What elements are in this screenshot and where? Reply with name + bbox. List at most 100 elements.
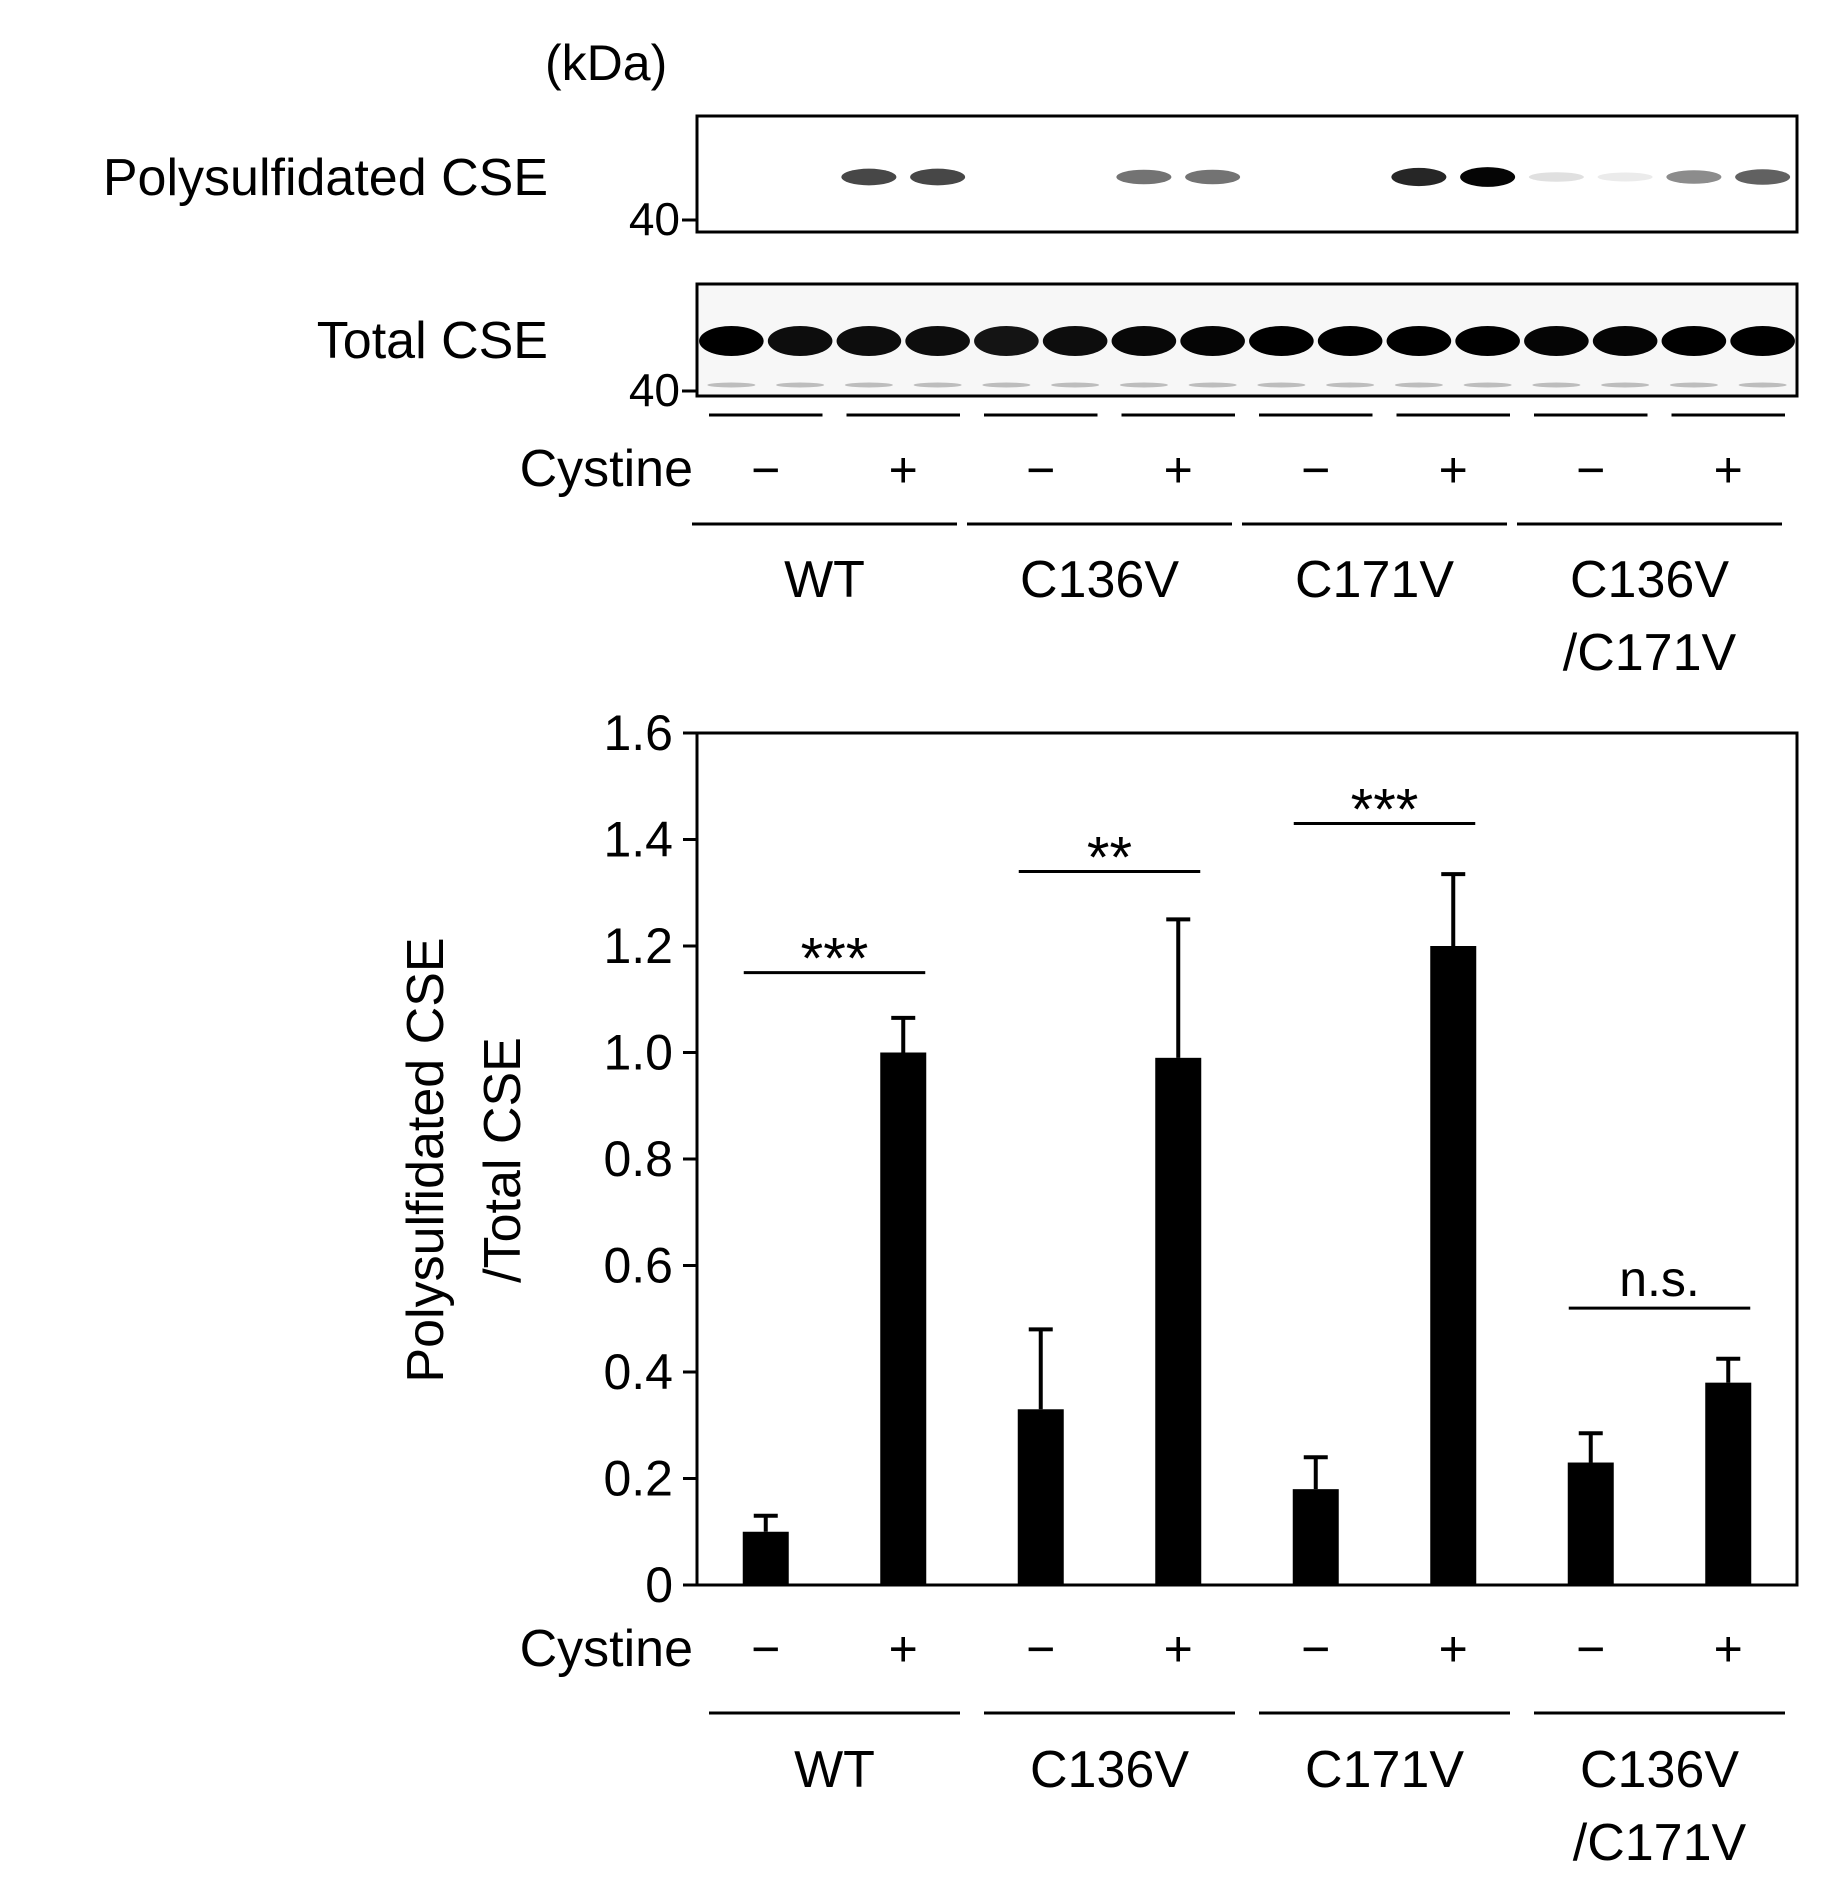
total-faint-band-5 (982, 382, 1031, 388)
significance-annotations: ********n.s. (743, 778, 1751, 1310)
total-band-6 (1042, 326, 1108, 356)
y-tick-label-1: 0.2 (603, 1451, 673, 1507)
chart-group-label-4-line2: /C171V (1573, 1814, 1747, 1872)
total-bands (699, 326, 1795, 388)
total-band-5 (974, 326, 1039, 356)
blot-cystine-sign-6: + (1439, 442, 1468, 498)
bars (742, 946, 1752, 1585)
blot-cystine-sign-2: + (889, 442, 918, 498)
blot-cystine-sign-3: − (1026, 442, 1055, 498)
significance-label-4: n.s. (1619, 1251, 1700, 1307)
total-faint-band-6 (1051, 382, 1100, 388)
chart-cystine-sign-1: − (751, 1621, 780, 1677)
total-faint-band-15 (1669, 382, 1718, 388)
chart-cystine-sign-7: − (1576, 1621, 1605, 1677)
significance-label-2: ** (1087, 825, 1132, 890)
polysulfidated-band-14 (1597, 172, 1653, 182)
polysulfidated-band-16 (1735, 169, 1791, 185)
total-faint-band-2 (776, 382, 825, 388)
total-band-9 (1249, 326, 1314, 356)
total-band-4 (905, 326, 970, 356)
blot-group-label-4: C136V (1570, 551, 1729, 609)
y-tick-label-6: 1.2 (603, 918, 673, 974)
chart-cystine-label: Cystine (520, 1620, 693, 1678)
chart-cystine-sign-4: + (1164, 1621, 1193, 1677)
total-faint-band-13 (1532, 382, 1581, 388)
kda-unit-label: (kDa) (545, 35, 667, 91)
total-faint-band-7 (1119, 382, 1168, 388)
polysulfidated-band-3 (841, 168, 897, 186)
blot-cystine-sign-5: − (1301, 442, 1330, 498)
blot-cystine-sign-7: − (1576, 442, 1605, 498)
total-band-8 (1180, 326, 1245, 356)
chart-cystine-sign-5: − (1301, 1621, 1330, 1677)
blot-cystine-sign-4: + (1164, 442, 1193, 498)
chart-group-labels: WT C136V C171V C136V/C171V (794, 1741, 1746, 1872)
blot-row-label-total: Total CSE (317, 312, 548, 370)
total-band-13 (1524, 326, 1589, 356)
western-blot-panel: (kDa) Polysulfidated CSE 40 Total CSE 40… (103, 35, 1799, 682)
marker-label-total: 40 (629, 364, 680, 416)
y-tick-label-7: 1.4 (603, 812, 673, 868)
y-axis-ticks: 0 0.2 0.4 0.6 0.8 1.0 1.2 1.4 1.6 (603, 705, 697, 1613)
total-band-1 (699, 326, 764, 356)
chart-cystine-sign-6: + (1439, 1621, 1468, 1677)
chart-cystine-sign-3: − (1026, 1621, 1055, 1677)
polysulfidated-band-4 (910, 168, 966, 186)
chart-group-label-4: C136V (1580, 1741, 1739, 1799)
bar-7 (1567, 1462, 1614, 1585)
total-band-15 (1661, 326, 1727, 356)
total-band-10 (1317, 326, 1383, 356)
total-band-3 (836, 326, 902, 356)
polysulfidated-band-8 (1185, 169, 1241, 185)
polysulfidated-band-13 (1528, 172, 1584, 182)
y-tick-label-8: 1.6 (603, 705, 673, 761)
blot-group-label-1: WT (784, 551, 865, 609)
polysulfidated-band-15 (1666, 170, 1722, 184)
bar-8 (1705, 1382, 1752, 1585)
total-faint-band-1 (707, 382, 756, 388)
bar-5 (1292, 1489, 1339, 1585)
blot-cystine-signs: − + − + − + − + (751, 442, 1743, 498)
bar-6 (1430, 946, 1477, 1585)
total-faint-band-12 (1463, 382, 1512, 388)
bar-3 (1017, 1409, 1064, 1585)
total-faint-band-14 (1601, 382, 1650, 388)
blot-group-labels: WT C136V C171V C136V/C171V (784, 551, 1736, 682)
marker-label-polysulfidated: 40 (629, 193, 680, 245)
bar-chart-panel: Polysulfidated CSE /Total CSE 0 0.2 0.4 0.6… (397, 705, 1799, 1872)
chart-cystine-signs: − + − + − + − + (751, 1621, 1743, 1677)
significance-label-3: *** (1351, 778, 1419, 843)
chart-group-label-1: WT (794, 1741, 875, 1799)
polysulfidated-band-11 (1391, 167, 1447, 187)
chart-group-label-2: C136V (1030, 1741, 1189, 1799)
blot-row-label-polysulfidated: Polysulfidated CSE (103, 149, 548, 207)
blot-group-label-3: C171V (1295, 551, 1454, 609)
total-faint-band-8 (1188, 382, 1237, 388)
polysulfidated-band-12 (1460, 167, 1516, 187)
chart-cystine-sign-8: + (1714, 1621, 1743, 1677)
y-tick-label-0: 0 (645, 1557, 673, 1613)
total-faint-band-10 (1326, 382, 1375, 388)
plot-frame (695, 731, 1799, 1587)
y-tick-label-2: 0.4 (603, 1344, 673, 1400)
total-faint-band-11 (1394, 382, 1443, 388)
total-faint-band-3 (844, 382, 893, 388)
bar-2 (880, 1052, 927, 1585)
total-band-11 (1386, 326, 1452, 356)
polysulfidated-bands (841, 167, 1791, 187)
blot-group-label-2: C136V (1020, 551, 1179, 609)
total-faint-band-16 (1738, 382, 1787, 388)
bar-1 (742, 1531, 789, 1585)
blot-cystine-label: Cystine (520, 440, 693, 498)
bar-4 (1155, 1057, 1202, 1585)
chart-cystine-sign-2: + (889, 1621, 918, 1677)
y-tick-label-4: 0.8 (603, 1131, 673, 1187)
y-tick-label-5: 1.0 (603, 1025, 673, 1081)
total-band-7 (1111, 326, 1177, 356)
chart-group-label-3: C171V (1305, 1741, 1464, 1799)
total-band-14 (1592, 326, 1658, 356)
blot-cystine-sign-8: + (1714, 442, 1743, 498)
blot-group-label-4-line2: /C171V (1563, 624, 1737, 682)
total-band-2 (767, 326, 833, 356)
